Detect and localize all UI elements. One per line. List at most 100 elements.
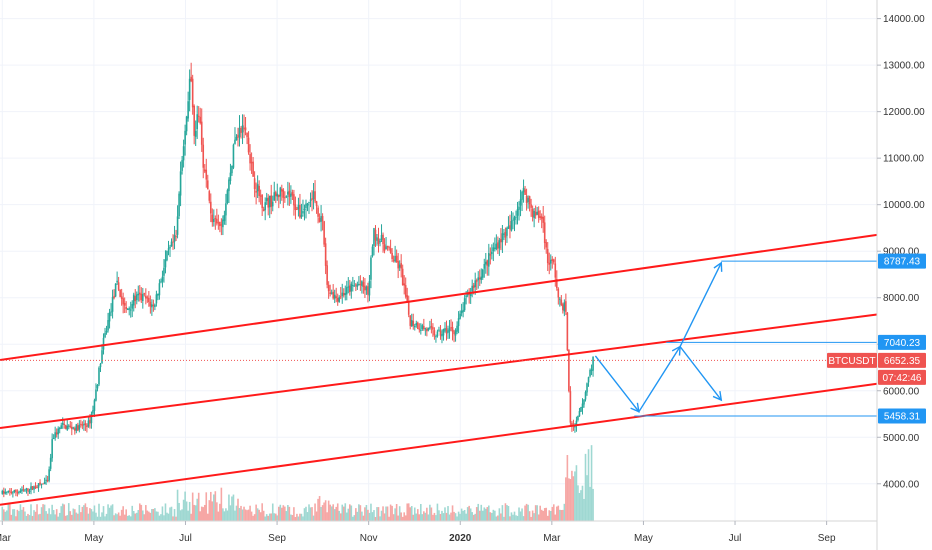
- candle-body: [277, 194, 280, 198]
- candle-body: [566, 312, 569, 351]
- volume-bar: [208, 500, 211, 521]
- volume-bar: [355, 508, 357, 521]
- volume-bar: [284, 506, 286, 521]
- volume-bar: [442, 513, 445, 521]
- volume-bar: [116, 514, 118, 521]
- candle-body: [108, 312, 111, 322]
- candle-body: [542, 216, 545, 223]
- volume-bar: [403, 512, 405, 521]
- volume-bar: [305, 506, 307, 521]
- volume-bar: [74, 509, 76, 521]
- volume-bar: [481, 510, 484, 521]
- volume-bar: [409, 507, 412, 521]
- time-axis[interactable]: Mar May Jul Sep Nov 2020 Mar May Jul Sep: [0, 521, 836, 544]
- level-lines[interactable]: [0, 260, 877, 417]
- candle-body: [560, 299, 563, 305]
- volume-bar: [164, 503, 167, 521]
- candle-body: [172, 241, 174, 243]
- candle-body: [463, 298, 466, 311]
- projection-path-upper[interactable]: [679, 262, 722, 347]
- projection-arrows[interactable]: [594, 261, 723, 413]
- candle-body: [10, 491, 13, 493]
- candle-body: [344, 293, 347, 296]
- candle-body: [173, 235, 176, 242]
- volume-bar: [34, 511, 37, 521]
- candle-body: [569, 391, 572, 423]
- volume-bar: [441, 510, 443, 521]
- candle-body: [548, 262, 551, 265]
- candle-body: [107, 320, 109, 331]
- volume-bar: [93, 505, 96, 521]
- candle-body: [590, 369, 593, 372]
- x-tick-label: Jul: [729, 533, 742, 544]
- volume-bar: [430, 507, 433, 521]
- candle-body: [335, 296, 338, 298]
- candle-body: [388, 247, 390, 249]
- volume-bar: [200, 506, 203, 521]
- candle-body: [169, 246, 171, 249]
- volume-bar: [581, 485, 584, 521]
- candle-body: [135, 294, 138, 301]
- candle-body: [507, 226, 510, 229]
- candle-body: [451, 327, 454, 333]
- candle-body: [442, 329, 445, 336]
- volume-bar: [475, 507, 478, 521]
- candle-body: [512, 219, 514, 221]
- volume-bar: [205, 492, 208, 521]
- candle-body: [364, 285, 366, 291]
- volume-bar: [256, 508, 259, 521]
- candle-body: [342, 292, 345, 296]
- candle-body: [471, 285, 473, 292]
- volume-bar: [67, 503, 70, 521]
- candle-body: [40, 483, 43, 485]
- volume-bar: [102, 506, 105, 521]
- candle-body: [149, 301, 152, 307]
- y-tick-label: 12000.00: [883, 107, 925, 118]
- candle-body: [61, 422, 64, 425]
- candle-body: [370, 257, 372, 280]
- level-price-tag-text: 8787.43: [884, 257, 921, 268]
- candle-body: [389, 248, 392, 253]
- volume-bar: [188, 501, 191, 521]
- candle-body: [345, 287, 348, 295]
- candle-body: [241, 125, 244, 133]
- volume-bar: [287, 505, 289, 521]
- volume-bar: [113, 515, 115, 521]
- volume-bar: [291, 515, 294, 521]
- volume-bar: [176, 489, 179, 521]
- volume-bar: [69, 511, 72, 521]
- candle-body: [578, 411, 581, 417]
- candle-body: [259, 195, 262, 197]
- volume-bar: [86, 507, 88, 521]
- candle-body: [373, 228, 375, 246]
- candle-body: [175, 236, 177, 238]
- candle-body: [413, 326, 416, 328]
- price-axis[interactable]: 14000.00 13000.00 12000.00 11000.00 10000.00…: [877, 14, 925, 490]
- volume-bar: [274, 513, 277, 521]
- candle-body: [336, 297, 339, 302]
- volume-bar: [432, 514, 434, 521]
- volume-bar: [81, 506, 84, 521]
- projection-arrowhead: [671, 345, 681, 356]
- trend-lines[interactable]: [0, 233, 878, 506]
- volume-bar: [213, 494, 215, 521]
- trend-line[interactable]: [0, 233, 878, 362]
- volume-bar: [309, 507, 312, 521]
- candle-body: [540, 216, 543, 219]
- volume-bar: [55, 509, 58, 521]
- volume-bar: [119, 515, 121, 521]
- candle-body: [164, 259, 167, 268]
- candle-body: [284, 197, 286, 199]
- projection-path[interactable]: [594, 345, 722, 413]
- volume-bar: [552, 504, 555, 521]
- volume-bar: [16, 509, 19, 521]
- volume-bar: [87, 513, 90, 521]
- candle-body: [361, 281, 363, 286]
- trend-line[interactable]: [0, 313, 878, 429]
- candle-body: [400, 263, 402, 269]
- volume-bar: [1, 506, 4, 521]
- volume-bar: [336, 503, 339, 521]
- trend-line[interactable]: [0, 382, 878, 506]
- candle-body: [104, 332, 106, 338]
